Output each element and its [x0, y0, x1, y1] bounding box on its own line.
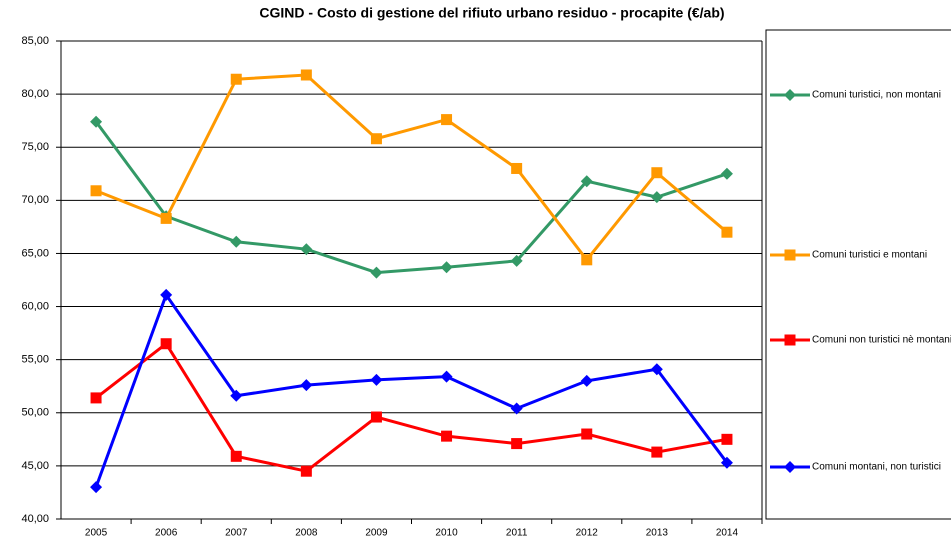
- y-tick-label: 65,00: [21, 247, 49, 259]
- marker: [720, 456, 733, 469]
- legend-item: Comuni montani, non turistici: [770, 461, 941, 473]
- marker: [650, 191, 663, 204]
- marker: [784, 89, 796, 101]
- marker: [441, 430, 453, 442]
- marker: [230, 389, 243, 402]
- y-tick-label: 75,00: [21, 141, 49, 153]
- x-tick-label: 2012: [576, 528, 599, 539]
- y-tick-label: 80,00: [21, 88, 49, 100]
- legend-label: Comuni turistici, non montani: [812, 90, 941, 101]
- x-tick-label: 2005: [85, 528, 108, 539]
- y-tick-label: 50,00: [21, 407, 49, 419]
- legend-item: Comuni non turistici nè montani: [770, 334, 951, 346]
- marker: [160, 338, 172, 350]
- x-tick-label: 2006: [155, 528, 178, 539]
- marker: [230, 235, 243, 248]
- marker: [784, 249, 796, 261]
- marker: [511, 162, 523, 174]
- marker: [721, 226, 733, 238]
- marker: [651, 446, 663, 458]
- y-tick-label: 60,00: [21, 300, 49, 312]
- marker: [230, 73, 242, 85]
- marker: [720, 167, 733, 180]
- marker: [90, 185, 102, 197]
- y-tick-label: 55,00: [21, 354, 49, 366]
- marker: [300, 69, 312, 81]
- x-tick-label: 2010: [435, 528, 458, 539]
- legend-item: Comuni turistici e montani: [770, 249, 927, 261]
- x-tick-label: 2009: [365, 528, 388, 539]
- marker: [90, 392, 102, 404]
- marker: [160, 288, 173, 301]
- x-tick-label: 2008: [295, 528, 318, 539]
- marker: [510, 402, 523, 415]
- marker: [581, 254, 593, 266]
- marker: [440, 370, 453, 383]
- marker: [580, 175, 593, 188]
- marker: [651, 167, 663, 179]
- series-line: [95, 73, 728, 263]
- legend-label: Comuni turistici e montani: [812, 250, 927, 261]
- legend-label: Comuni non turistici nè montani: [812, 335, 951, 346]
- series-line: [95, 341, 728, 473]
- marker: [784, 461, 796, 473]
- marker: [784, 334, 796, 346]
- marker: [510, 254, 523, 267]
- marker: [370, 266, 383, 279]
- legend-label: Comuni montani, non turistici: [812, 462, 941, 473]
- marker: [370, 373, 383, 386]
- marker: [581, 428, 593, 440]
- y-tick-label: 45,00: [21, 460, 49, 472]
- series-line: [94, 120, 728, 275]
- x-tick-label: 2013: [646, 528, 669, 539]
- y-tick-label: 40,00: [21, 513, 49, 525]
- marker: [300, 465, 312, 477]
- x-tick-label: 2011: [506, 528, 528, 539]
- y-tick-label: 70,00: [21, 194, 49, 206]
- marker: [160, 212, 172, 224]
- marker: [370, 411, 382, 423]
- marker: [440, 261, 453, 274]
- legend-box: [765, 29, 951, 520]
- marker: [370, 133, 382, 145]
- marker: [90, 115, 103, 128]
- marker: [300, 243, 313, 256]
- marker: [721, 433, 733, 445]
- marker: [650, 363, 663, 376]
- marker: [580, 374, 593, 387]
- legend-item: Comuni turistici, non montani: [770, 89, 941, 101]
- marker: [90, 481, 103, 494]
- chart-title: CGIND - Costo di gestione del rifiuto ur…: [259, 5, 724, 21]
- x-tick-label: 2007: [225, 528, 248, 539]
- series-line: [94, 291, 729, 488]
- marker: [300, 379, 313, 392]
- marker: [441, 114, 453, 126]
- y-tick-label: 85,00: [21, 35, 49, 47]
- x-tick-label: 2014: [716, 528, 739, 539]
- marker: [511, 438, 523, 450]
- marker: [230, 450, 242, 462]
